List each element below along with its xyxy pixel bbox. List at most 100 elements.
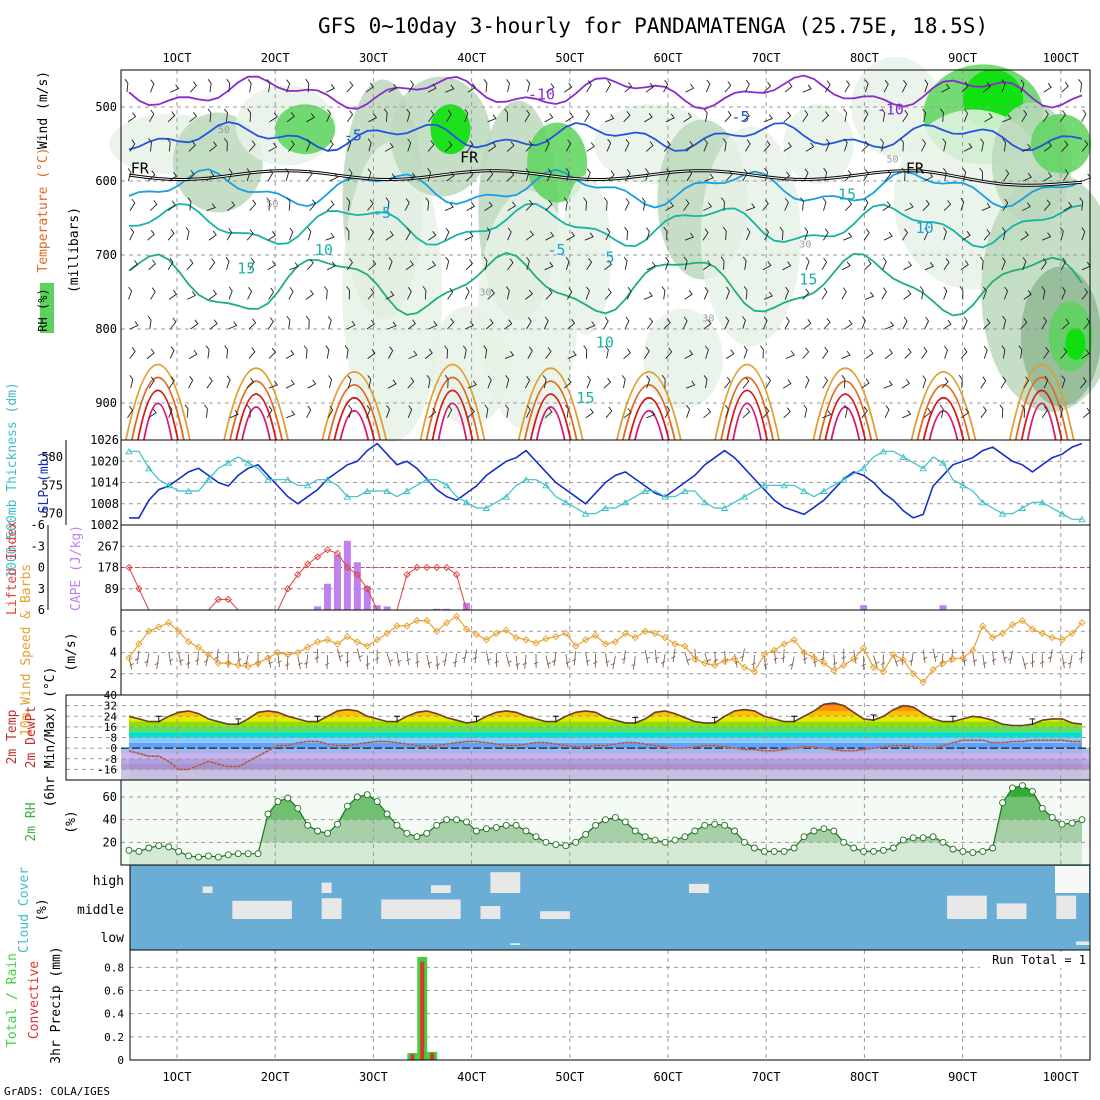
- wind-barb: [703, 407, 712, 419]
- pressure-tick-label: 600: [95, 174, 117, 188]
- rh-shading: [275, 104, 336, 155]
- wind-barb: [843, 232, 853, 241]
- wind-barb: [962, 316, 968, 330]
- wind-barb: [166, 138, 171, 152]
- wind-barb: [1041, 406, 1048, 419]
- wind-barb: [544, 113, 554, 123]
- wind-barb: [980, 138, 984, 152]
- rh2m-point: [1018, 782, 1026, 790]
- wind-barb: [586, 375, 591, 389]
- wind-barb: [306, 138, 311, 152]
- wind-barb: [845, 199, 853, 211]
- wind-barb: [464, 109, 469, 122]
- wind-barb: [583, 197, 587, 211]
- temp2m-line: [128, 702, 1083, 727]
- surface-wind-barb: [345, 652, 350, 667]
- cloud-level-label: middle: [77, 903, 124, 918]
- thickness-point: [284, 476, 292, 483]
- cloud-block: [1056, 895, 1077, 919]
- wind-barb: [303, 345, 308, 359]
- wind-barb: [387, 346, 394, 359]
- wind-barb: [148, 170, 156, 182]
- date-tick-top: 7OCT: [752, 51, 781, 65]
- wind-barb: [506, 79, 510, 93]
- wind-barb: [884, 405, 890, 418]
- li-tick-label: -6: [31, 518, 45, 532]
- cape-tick-label: 178: [97, 561, 119, 575]
- wind-speed-point: [155, 623, 163, 631]
- slp-tick-label: 1026: [90, 433, 119, 447]
- li-point: [323, 546, 332, 554]
- thickness-axis-label: 1000-500mb Thickness (dm): [5, 382, 20, 578]
- wind-barb: [785, 350, 795, 360]
- wind-barb: [982, 286, 987, 300]
- contour-label: -5: [344, 126, 362, 144]
- warm-temperature-contour: [818, 380, 873, 441]
- wind-speed-point: [899, 656, 907, 664]
- wind-barb: [1043, 141, 1052, 152]
- wind-barb: [803, 319, 812, 330]
- wind-barb: [545, 347, 552, 359]
- temp-tick-label: 16: [104, 721, 117, 734]
- wind-barb: [762, 261, 772, 271]
- surface-wind-barb: [186, 654, 191, 669]
- wind-barb: [822, 410, 832, 419]
- cloud-block: [996, 903, 1027, 919]
- wind-barb: [942, 167, 947, 182]
- chart-title: GFS 0~10day 3-hourly for PANDAMATENGA (2…: [318, 14, 988, 38]
- pressure-tick-label: 800: [95, 322, 117, 336]
- wind-barb: [1002, 315, 1007, 330]
- wind-barb: [329, 172, 339, 182]
- wind-barb: [661, 286, 666, 300]
- date-tick-top: 3OCT: [359, 51, 388, 65]
- wind-speed-point: [959, 654, 967, 662]
- wind-barb: [763, 140, 771, 152]
- wind-barb: [545, 231, 555, 241]
- wind-barb: [466, 140, 474, 152]
- wind-barb: [821, 111, 830, 123]
- wind-barb: [327, 139, 334, 152]
- wind-barb: [189, 112, 198, 123]
- wind-barb: [683, 199, 690, 211]
- thickness-point: [661, 493, 669, 500]
- wind-barb: [326, 84, 336, 93]
- wind-speed-line: [128, 615, 1083, 684]
- wind-barb: [661, 374, 666, 389]
- surface-wind-barb: [435, 655, 440, 670]
- temperature-band: [129, 721, 1082, 727]
- wind-barb: [980, 406, 987, 419]
- pressure-tick-label: 700: [95, 248, 117, 262]
- wind-barb: [1002, 114, 1012, 123]
- rh2m-point: [1009, 784, 1016, 792]
- lifted-index-line: [128, 549, 1082, 611]
- wind-barb: [724, 316, 730, 330]
- rh2m-axis-label: 2m RH: [24, 802, 39, 841]
- rh2m-point: [314, 827, 322, 835]
- wind-speed-point: [174, 627, 183, 635]
- li-tick-label: 6: [38, 603, 45, 617]
- wind-barb: [1061, 81, 1069, 93]
- contour-label: 10: [596, 334, 614, 352]
- rh2m-point: [651, 836, 659, 844]
- warm-temperature-contour: [634, 409, 664, 441]
- rh2m-point: [1048, 813, 1056, 821]
- li-point: [403, 570, 411, 579]
- wind-barb: [1079, 197, 1084, 211]
- rh2m-point: [592, 821, 600, 829]
- wind-barb: [646, 317, 654, 330]
- wind-barb: [428, 321, 438, 330]
- run-total-box: [980, 952, 1088, 968]
- wind-speed-point: [969, 646, 977, 655]
- wind-barb: [268, 380, 279, 389]
- warm-temperature-contour: [1020, 389, 1063, 441]
- cold-band: [121, 764, 1090, 770]
- wind-barb: [1003, 286, 1009, 300]
- contour-label: 30: [799, 240, 811, 251]
- wind-barb: [1059, 404, 1064, 418]
- wind-barb: [861, 406, 868, 419]
- wind-barb: [346, 286, 350, 300]
- wind-barb: [864, 259, 872, 271]
- li-point: [452, 570, 461, 579]
- rh2m-point: [294, 804, 302, 812]
- wind-barb: [447, 405, 453, 419]
